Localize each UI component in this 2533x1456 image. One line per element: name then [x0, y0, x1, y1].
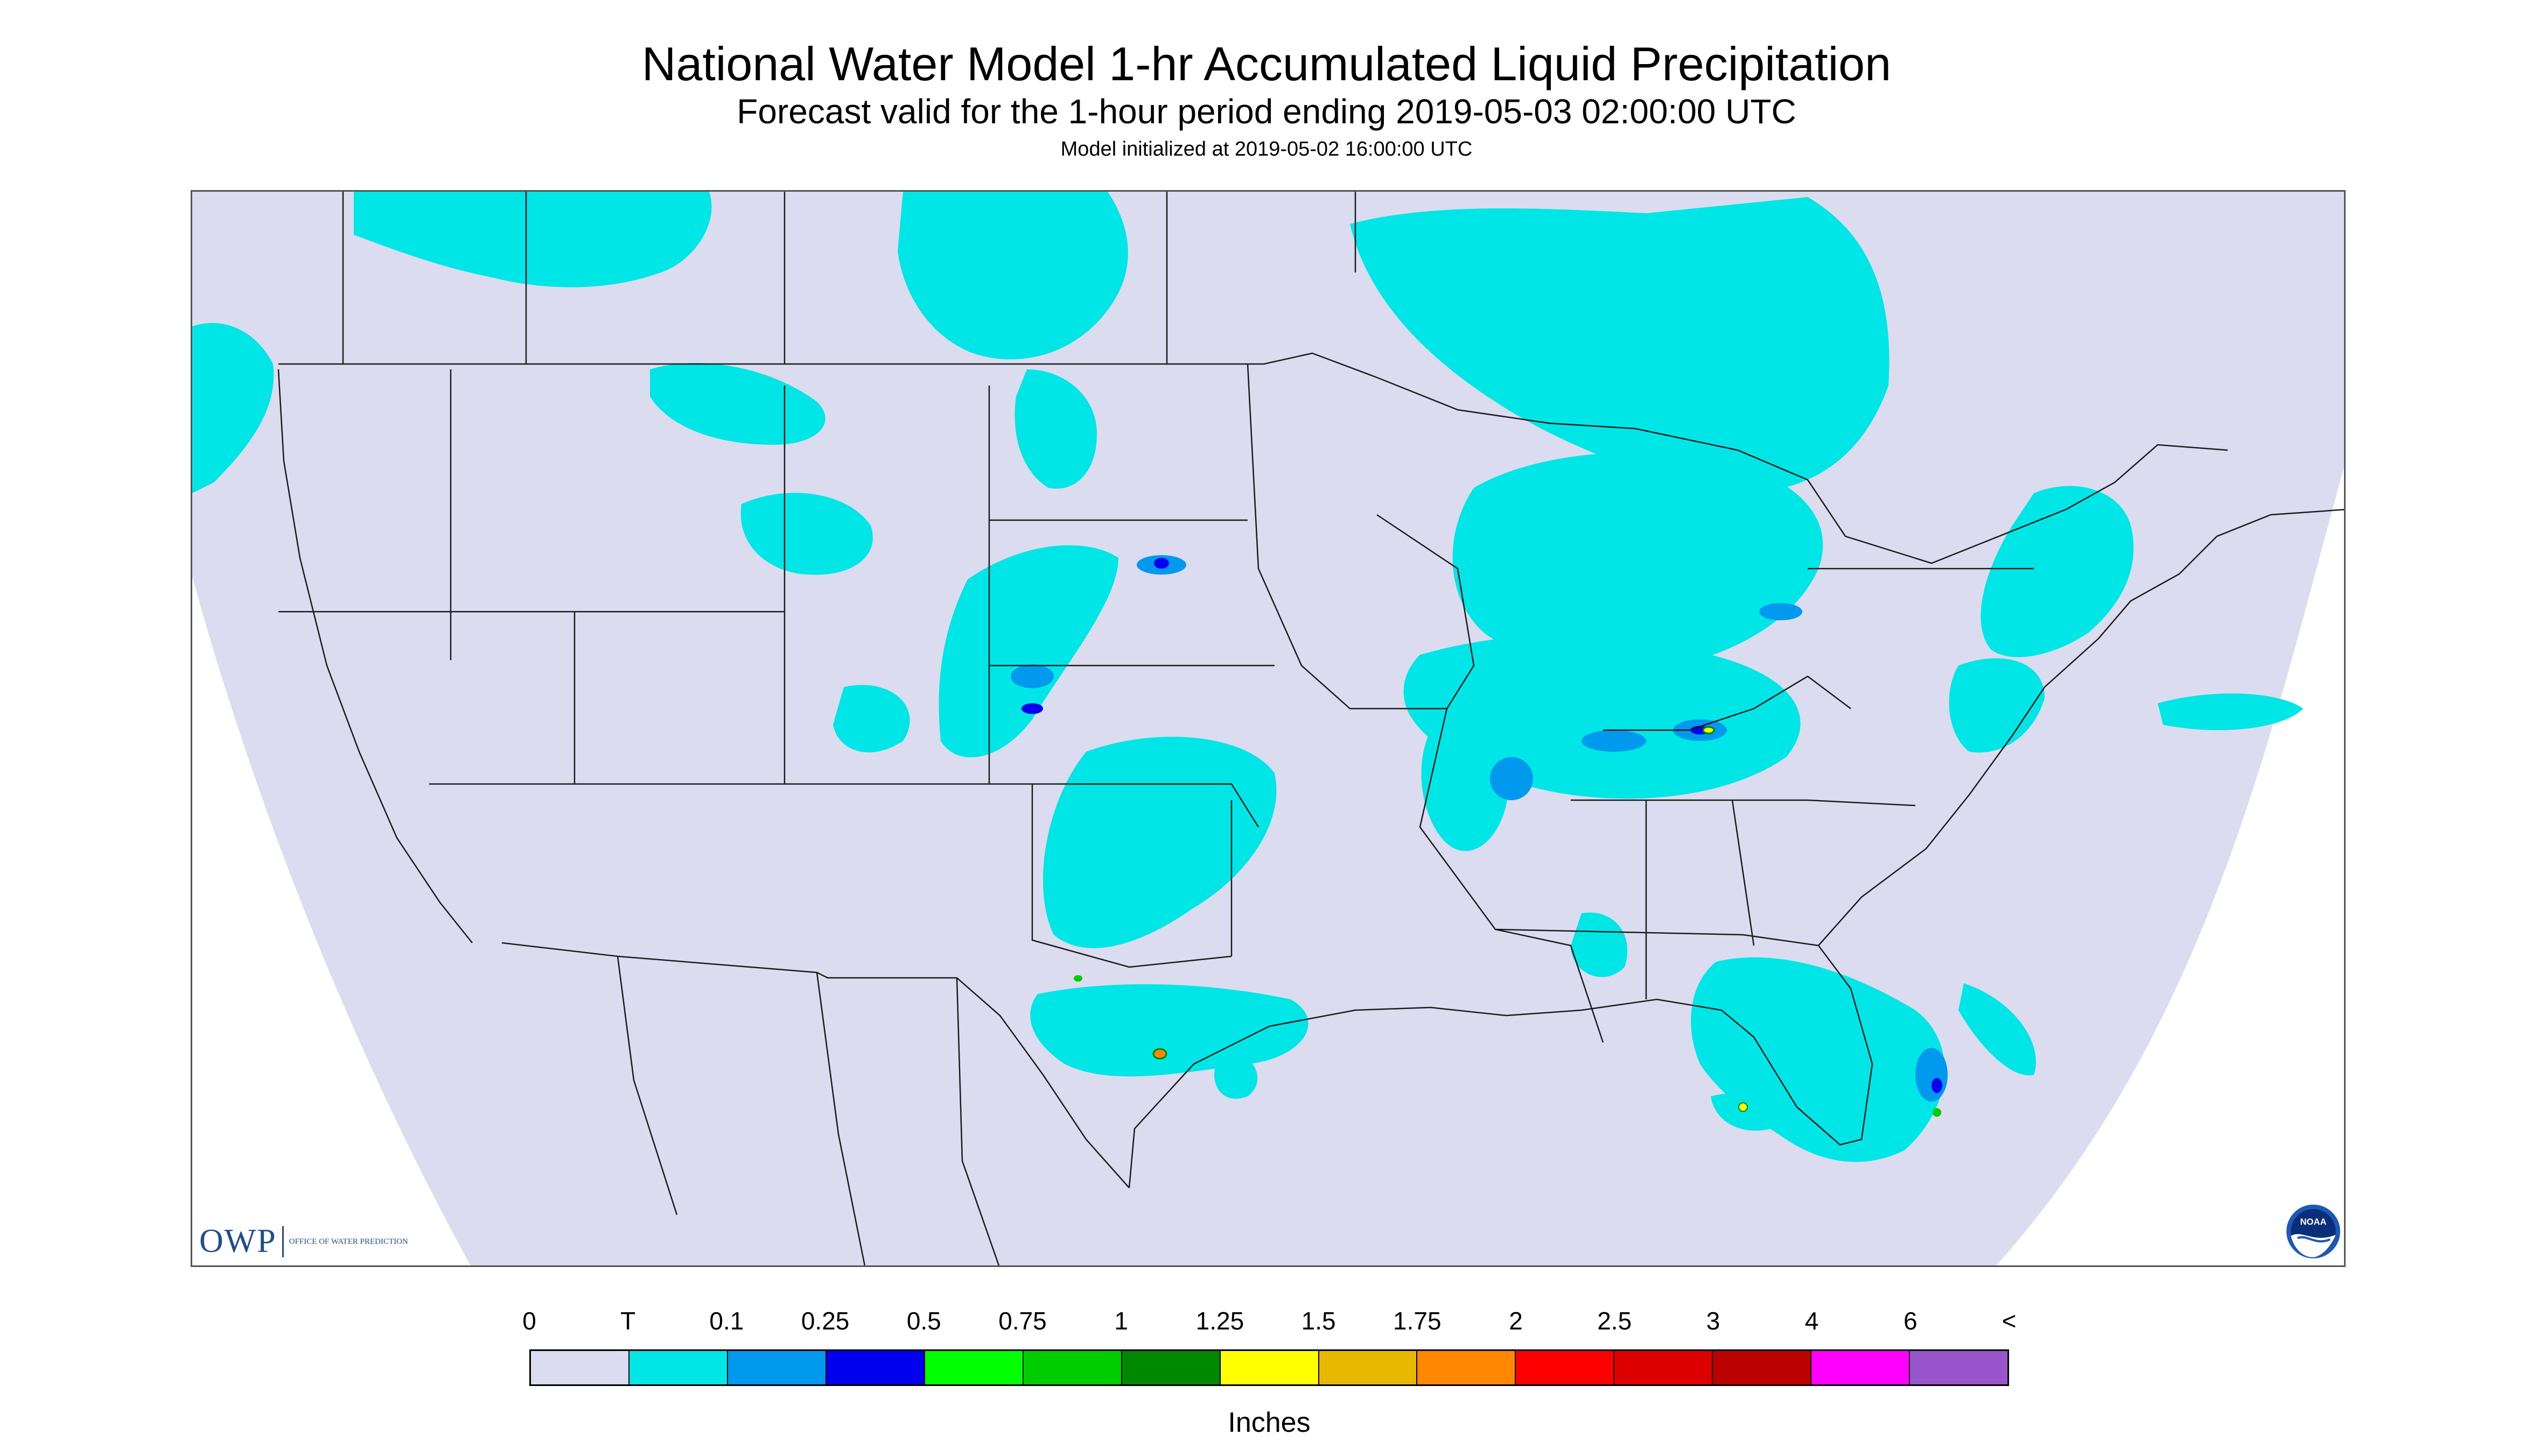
- legend-swatch: [1811, 1351, 1911, 1384]
- legend-units: Inches: [1228, 1407, 1311, 1438]
- state-line-3: [1247, 363, 1604, 1043]
- legend-swatch: [1319, 1351, 1418, 1384]
- legend-label: <: [2002, 1307, 2017, 1335]
- legend-label: 6: [1904, 1307, 1918, 1335]
- state-line-1: [278, 369, 786, 785]
- precip-area-ontario-quebec: [1350, 197, 1890, 493]
- map-title: National Water Model 1-hr Accumulated Li…: [641, 37, 1892, 90]
- precip-area-texas-coast: [1214, 1052, 1258, 1099]
- noaa-logo-text: NOAA: [2300, 1217, 2327, 1227]
- precip-cell-florida-east: [1933, 1108, 1941, 1117]
- mexico-lines: [617, 956, 1000, 1265]
- state-line-4: [1495, 568, 2034, 999]
- legend-swatch: [1417, 1351, 1516, 1384]
- precip-cell-dakota: [1154, 558, 1169, 569]
- legend-label: 1.5: [1301, 1307, 1336, 1335]
- legend-swatch: [826, 1351, 925, 1384]
- precipitation-map: [191, 190, 2346, 1267]
- precip-cell-texas: [1152, 1048, 1167, 1060]
- legend-swatch: [629, 1351, 728, 1384]
- legend-label: 2: [1509, 1307, 1523, 1335]
- legend-swatch: [1023, 1351, 1122, 1384]
- precip-area-bc-coast: [192, 323, 274, 493]
- precip-area-western-canada: [354, 192, 712, 288]
- precip-area-central-canada: [898, 192, 1128, 360]
- precip-cell-florida-gulf: [1738, 1102, 1748, 1112]
- us-canada-border: [278, 352, 2228, 564]
- precip-area-wyoming: [740, 493, 873, 575]
- legend-swatch: [925, 1351, 1024, 1384]
- legend-color-bar: [529, 1349, 2009, 1386]
- canada-lines: [342, 192, 1356, 364]
- legend-label: 2.5: [1597, 1307, 1632, 1335]
- precip-area-utah-colorado: [833, 685, 910, 753]
- map-subtitle: Forecast valid for the 1-hour period end…: [737, 92, 1796, 131]
- precip-core-colorado: [1011, 664, 1054, 688]
- precip-area-mid-atlantic: [1949, 658, 2045, 753]
- legend-swatch: [1122, 1351, 1221, 1384]
- precip-area-michigan: [1656, 454, 1773, 579]
- legend-swatch: [1614, 1351, 1713, 1384]
- legend-label: 0.25: [801, 1307, 850, 1335]
- state-line-2: [785, 386, 1275, 968]
- legend-swatch: [1910, 1351, 2008, 1384]
- precip-core-ohio-1: [1582, 730, 1646, 752]
- owp-logo-text: OFFICE OF WATER PREDICTION: [289, 1237, 408, 1246]
- legend-label: 0.1: [709, 1307, 744, 1335]
- owp-logo: OWP OFFICE OF WATER PREDICTION: [199, 1222, 408, 1261]
- precip-area-nebraska-colorado: [939, 545, 1118, 758]
- noaa-logo-icon: NOAA: [2286, 1205, 2340, 1258]
- precip-trace-areas: [192, 192, 2303, 1162]
- precip-core-missouri: [1490, 757, 1533, 800]
- precip-heavy-cells: [1074, 726, 1941, 1117]
- west-coast: [277, 369, 473, 943]
- precip-area-texas: [1030, 984, 1309, 1077]
- legend-swatch: [1220, 1351, 1319, 1384]
- precip-cell-texas-2: [1074, 975, 1082, 982]
- legend-label: 0.5: [906, 1307, 941, 1335]
- precip-area-florida: [1691, 957, 1945, 1162]
- legend-label: 0: [522, 1307, 536, 1335]
- legend-swatch: [727, 1351, 827, 1384]
- precip-area-atlantic: [2158, 693, 2303, 730]
- legend-label: 1: [1114, 1307, 1128, 1335]
- precip-area-mississippi: [1571, 912, 1628, 977]
- precip-core-michigan: [1759, 603, 1802, 620]
- owp-logo-mark: OWP: [199, 1223, 277, 1259]
- precip-area-kansas-oklahoma: [1043, 737, 1277, 948]
- legend-label: T: [620, 1307, 636, 1335]
- precip-core-florida: [1915, 1048, 1948, 1102]
- legend-label: 4: [1804, 1307, 1819, 1335]
- precip-area-dakotas: [1014, 369, 1097, 489]
- precip-cell-florida: [1932, 1078, 1942, 1093]
- precip-area-atlantic-florida: [1958, 983, 2036, 1076]
- legend-label: 1.25: [1195, 1307, 1244, 1335]
- owp-logo-divider: [282, 1226, 284, 1257]
- precip-cell-kentucky: [1702, 726, 1715, 734]
- legend-label: 1.75: [1393, 1307, 1442, 1335]
- precip-area-missouri: [1421, 728, 1508, 851]
- legend-label: 0.75: [998, 1307, 1047, 1335]
- legend-swatch: [1516, 1351, 1615, 1384]
- model-init-text: Model initialized at 2019-05-02 16:00:00…: [1060, 138, 1473, 160]
- gulf-coast: [1128, 509, 2344, 1188]
- precip-cell-colorado: [1021, 703, 1043, 714]
- precip-area-montana: [650, 363, 825, 445]
- legend-label: 3: [1706, 1307, 1720, 1335]
- boundary-lines: [277, 192, 2344, 1265]
- precip-area-ohio-valley: [1403, 634, 1801, 799]
- legend: 0 T 0.1 0.25 0.5 0.75 1 1.25 1.5 1.75 2 2.5 3 4 6 < Inc…: [522, 1306, 2016, 1438]
- legend-swatch: [531, 1351, 629, 1384]
- legend-swatch: [1713, 1351, 1812, 1384]
